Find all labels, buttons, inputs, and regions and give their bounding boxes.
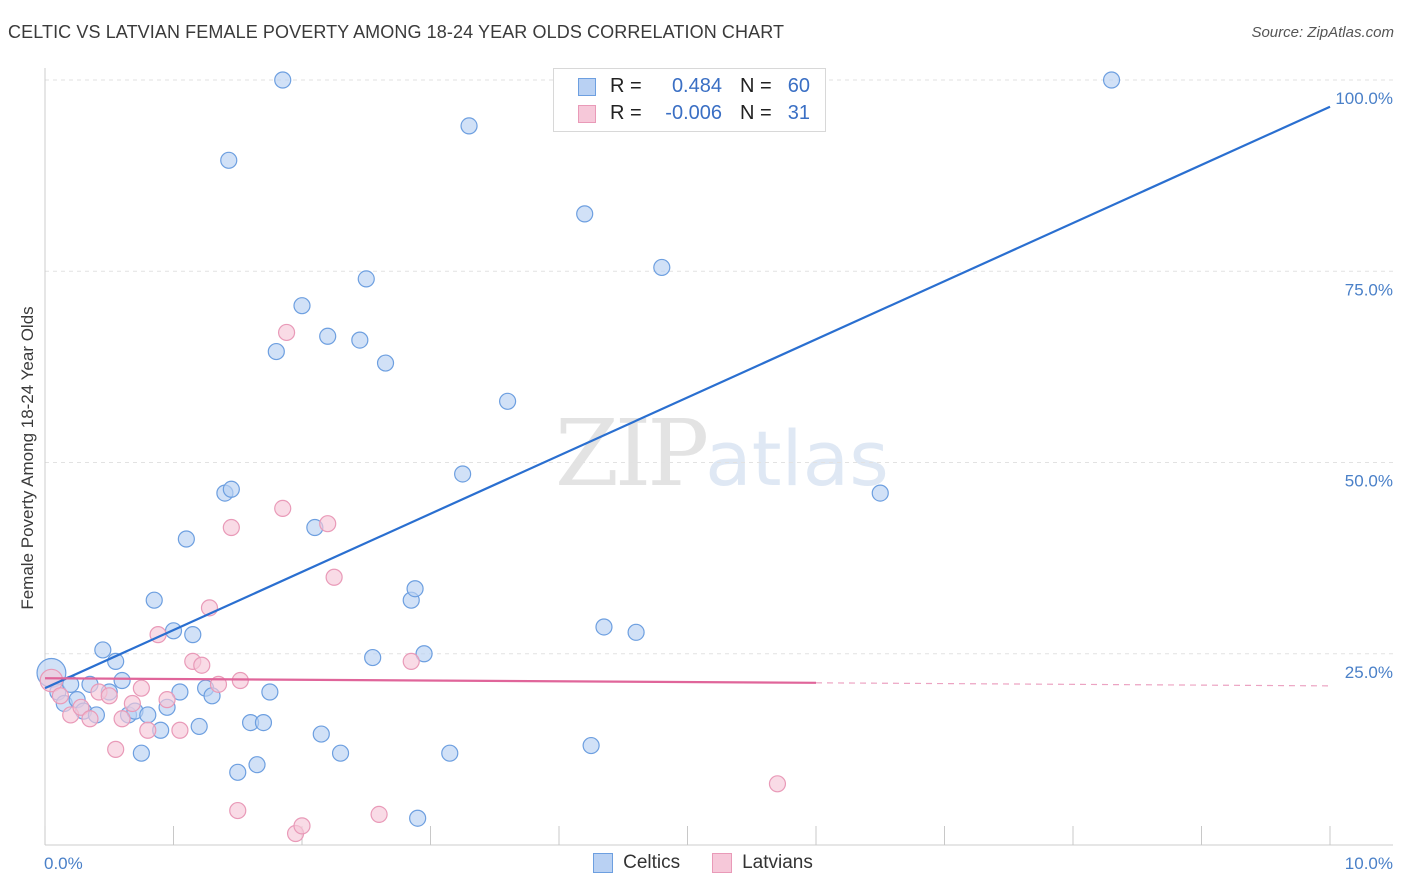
latvians-point [72,698,90,716]
celtics-point [184,626,202,644]
celtics-point [351,331,369,349]
legend-row-latvians: R = -0.006 N = 31 [578,102,810,125]
latvians-point [277,323,296,342]
celtics-point [871,484,889,502]
celtics-point [177,530,195,548]
celtics-point [113,671,131,690]
celtics-point [220,151,238,169]
r-label: R = [610,102,642,124]
latvians-point [222,518,240,537]
latvians-point [139,721,157,739]
celtics-point [190,717,208,736]
legend-item-latvians[interactable]: Latvians [712,852,813,874]
celtics-point [454,465,472,483]
latvians-point [229,801,247,820]
latvians-legend-label: Latvians [742,852,813,873]
celtics-point [576,205,594,223]
y-tick-label: 25.0% [1345,663,1393,682]
r-label: R = [610,75,642,97]
n-label: N = [740,102,772,124]
latvians-point [370,805,388,824]
celtics-point [653,258,671,277]
x-tick-label: 0.0% [44,854,83,873]
celtics-point [261,683,279,701]
latvians-point [193,656,211,674]
latvians-point [274,499,292,517]
r-value: -0.006 [665,102,722,124]
legend-row-celtics: R = 0.484 N = 60 [578,75,810,98]
latvians-point [132,679,150,697]
celtics-point [364,648,382,667]
n-value: 60 [787,75,810,97]
latvians-point [768,775,787,793]
n-value: 31 [787,102,810,124]
celtics-point [409,809,427,827]
celtics-point [145,591,163,609]
celtics-point [331,744,350,762]
latvians-point [113,710,131,728]
celtics-point [139,706,157,724]
n-label: N = [740,75,772,97]
watermark-atlas: atlas [705,414,889,503]
y-tick-label: 100.0% [1335,89,1393,108]
celtics-point [460,117,478,135]
celtics-point [319,327,337,345]
celtics-point [312,725,330,743]
celtics-point [376,354,395,372]
watermark: ZIPatlas [555,400,889,507]
latvians-point [81,710,99,728]
celtics-point [248,756,266,774]
latvians-trend-line [44,677,817,684]
celtics-point [229,763,247,781]
celtics-point [357,270,375,288]
y-tick-label: 75.0% [1345,280,1393,299]
celtics-point [132,744,150,762]
celtics-point [274,71,292,89]
latvians-point [293,817,311,835]
celtics-point [293,297,311,315]
latvians-trend-extension [815,682,1331,687]
celtics-point [267,342,285,361]
stats-legend: R = 0.484 N = 60 R = -0.006 N = 31 [553,68,826,132]
latvians-legend-swatch [712,853,733,873]
latvians-point [123,694,141,713]
celtics-point [582,736,600,755]
watermark-zip: ZIP [555,400,709,507]
celtics-point [627,623,645,641]
latvians-point [100,687,118,705]
latvians-point [51,687,70,705]
latvians-point [107,740,125,758]
series-legend: Celtics Latvians [0,852,1406,874]
legend-item-celtics[interactable]: Celtics [593,852,680,874]
latvians-point [319,515,337,533]
celtics-point [254,713,273,732]
x-tick-label: 10.0% [1345,854,1393,873]
latvians-point [402,652,420,671]
celtics-point [222,480,240,498]
celtics-point [499,392,517,410]
latvians-swatch [578,104,596,123]
y-tick-label: 50.0% [1345,472,1393,491]
celtics-point [94,641,112,659]
celtics-point [406,580,424,598]
celtics-point [595,618,613,636]
latvians-point [158,691,176,709]
latvians-point [171,721,189,739]
celtics-trend-line [44,105,1331,690]
celtics-point [415,645,433,663]
latvians-point [325,568,343,586]
celtics-swatch [578,77,596,96]
source-label: Source: ZipAtlas.com [1251,24,1394,41]
celtics-legend-label: Celtics [623,852,681,873]
celtics-point [1102,71,1121,89]
r-value: 0.484 [671,75,722,97]
celtics-point [441,744,459,762]
celtics-point [171,683,189,701]
celtics-legend-swatch [593,853,614,873]
chart-title: CELTIC VS LATVIAN FEMALE POVERTY AMONG 1… [8,22,785,42]
